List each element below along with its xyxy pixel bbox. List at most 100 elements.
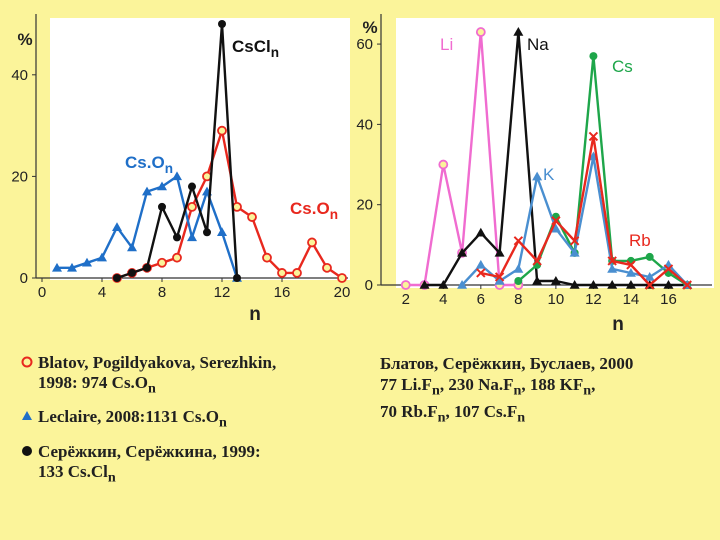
legend: Blatov, Pogildyakova, Serezhkin, 1998: 9… [20, 353, 276, 496]
plot-area [396, 18, 714, 288]
data-point [217, 125, 227, 136]
data-point [173, 233, 181, 242]
triangle-marker-icon [20, 409, 34, 423]
data-point [569, 247, 580, 257]
data-point [203, 228, 211, 237]
data-point [218, 20, 226, 28]
notes-line3: 70 Rb.Fn, 107 Cs.Fn [380, 402, 526, 426]
x-axis-title: n [612, 314, 624, 335]
data-point [97, 252, 107, 262]
data-point [682, 280, 692, 290]
series-label: Cs [612, 57, 633, 76]
data-point [625, 280, 636, 289]
data-point [82, 257, 92, 267]
data-point [532, 275, 543, 285]
x-tick-label: 12 [585, 291, 602, 308]
y-tick-label: 40 [11, 67, 28, 84]
data-point [513, 263, 524, 273]
data-point [551, 216, 561, 226]
data-point [494, 247, 505, 257]
legend-text-line1: Blatov, Pogildyakova, Serezhkin, [38, 353, 277, 372]
data-point [172, 171, 182, 181]
open-circle-marker-icon [20, 355, 34, 369]
data-point [233, 274, 241, 282]
data-point [247, 212, 257, 222]
data-point [113, 274, 121, 282]
data-point [589, 52, 598, 61]
data-point [550, 275, 561, 285]
data-point [438, 280, 449, 289]
data-point [626, 260, 636, 270]
data-point [262, 252, 272, 263]
data-point [513, 236, 524, 246]
notes-line2: 77 Li.Fn, 230 Na.Fn, 188 KFn, [380, 375, 596, 399]
data-point [475, 227, 486, 237]
data-point [514, 276, 523, 285]
series-label: K [543, 165, 555, 184]
charts-canvas: 0 4 8 12 16 20 0 20 40% n CsCln Cs.On Cs.On 2 4 6 8 10 12… [11, 14, 714, 335]
y-axis-title: % [362, 18, 377, 37]
x-tick-label: 8 [514, 291, 522, 308]
y-tick-label: 0 [20, 270, 28, 287]
y-tick-label: 0 [365, 277, 373, 294]
data-point [438, 159, 449, 170]
x-tick-label: 0 [38, 284, 46, 301]
data-point [128, 268, 136, 277]
data-point [663, 264, 674, 274]
data-point [127, 242, 137, 252]
filled-circle-marker-icon [20, 444, 34, 458]
data-point [307, 237, 317, 248]
data-point [607, 263, 618, 273]
data-point [400, 280, 411, 290]
y-tick-label: 20 [356, 197, 373, 214]
data-point [142, 186, 152, 196]
data-point [532, 171, 543, 181]
data-point [52, 262, 62, 272]
x-tick-label: 16 [660, 291, 677, 308]
legend-entry-serezhkin: Серёжкин, Серёжкина, 1999: 133 Cs.Cln [20, 442, 276, 487]
data-point [475, 27, 486, 37]
data-point [143, 263, 151, 272]
data-point [644, 280, 655, 290]
data-point [187, 201, 197, 212]
series-label: Na [527, 35, 549, 54]
legend-text-line2: 1998: 974 Cs.On [38, 373, 156, 397]
data-point [292, 268, 302, 278]
data-point [188, 182, 196, 191]
series-label: CsCln [232, 37, 279, 60]
x-tick-label: 16 [274, 284, 291, 301]
data-point [172, 252, 182, 263]
data-point [322, 262, 332, 273]
y-tick-label: 40 [356, 116, 373, 133]
x-tick-label: 20 [334, 284, 351, 301]
x-tick-label: 10 [548, 291, 565, 308]
series-label: Li [440, 35, 453, 54]
series-label: Rb [629, 231, 651, 250]
y-tick-label: 60 [356, 36, 373, 53]
data-point [607, 280, 618, 289]
data-point [457, 280, 468, 289]
data-point [588, 280, 599, 289]
x-tick-label: 12 [214, 284, 231, 301]
data-point [513, 27, 524, 36]
data-point [419, 280, 430, 289]
x-axis-title: n [249, 304, 261, 325]
data-point [476, 268, 486, 278]
data-point [569, 280, 580, 289]
legend-entry-leclaire: Leclaire, 2008:1131 Cs.On [20, 407, 276, 432]
data-point [645, 252, 654, 261]
legend-text-line1: Серёжкин, Серёжкина, 1999: [38, 441, 261, 461]
data-point [644, 271, 655, 281]
data-point [277, 268, 287, 278]
y-axis-title: % [17, 30, 32, 49]
data-point [625, 267, 636, 277]
right-chart: 2 4 6 8 10 12 14 16 0 20 40 60% n Li Na Cs K Rb [356, 14, 714, 335]
left-chart: 0 4 8 12 16 20 0 20 40% n CsCln Cs.On Cs.On [11, 14, 350, 325]
data-point [187, 232, 197, 242]
plot-area [50, 18, 350, 280]
data-point [607, 256, 617, 266]
data-point [217, 227, 227, 237]
y-tick-label: 20 [11, 168, 28, 185]
data-point [494, 272, 505, 282]
x-tick-label: 8 [158, 284, 166, 301]
